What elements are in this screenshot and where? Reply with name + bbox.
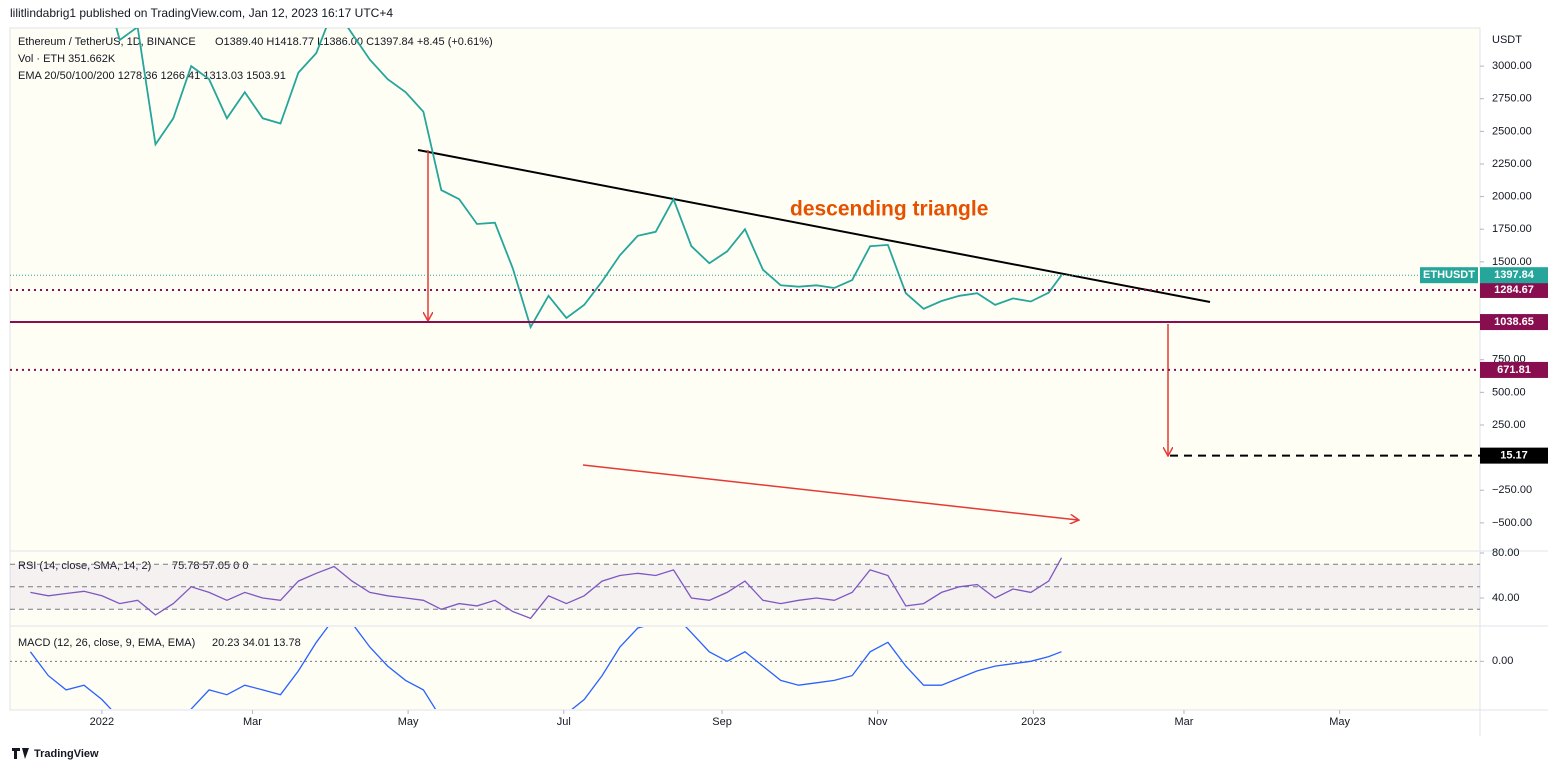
- x-tick-label: May: [398, 716, 419, 728]
- symbol-title: Ethereum / TetherUS, 1D, BINANCE: [18, 36, 196, 48]
- last-price-label: 1397.84: [1494, 269, 1535, 281]
- y-tick-label: 2750.00: [1492, 93, 1532, 105]
- price-badge-label: 1284.67: [1494, 284, 1534, 296]
- x-tick-label: Nov: [868, 716, 888, 728]
- macd-legend-values: 20.23 34.01 13.78: [212, 637, 301, 649]
- y-tick-label: 2500.00: [1492, 125, 1532, 137]
- pane: [115, 28, 1063, 330]
- x-tick-label: 2023: [1021, 716, 1045, 728]
- last-price-badge: [1480, 267, 1548, 284]
- x-tick-label: Sep: [712, 716, 732, 728]
- series-line: [29, 627, 1062, 709]
- price-badge: [1480, 447, 1548, 464]
- rsi-legend-values: 75.78 57.05 0 0: [172, 560, 248, 572]
- x-tick-label: 2022: [90, 716, 114, 728]
- y-tick-label: 500.00: [1492, 386, 1526, 398]
- x-tick-label: Mar: [1174, 716, 1193, 728]
- pane: [10, 627, 1480, 709]
- x-tick-label: May: [1329, 716, 1350, 728]
- y-tick-label: 2250.00: [1492, 158, 1532, 170]
- series-line: [115, 28, 1063, 330]
- price-badge-label: 1038.65: [1494, 316, 1534, 328]
- volume-trend-arrow: [582, 464, 1078, 520]
- brand-logo: [12, 748, 29, 759]
- rsi-legend-name: RSI (14, close, SMA, 14, 2): [18, 560, 151, 572]
- ohlc-legend: O1389.40 H1418.77 L1386.00 C1397.84 +8.4…: [215, 36, 493, 48]
- x-tick-label: Mar: [243, 716, 262, 728]
- macd-legend-name: MACD (12, 26, close, 9, EMA, EMA): [18, 637, 195, 649]
- y-tick-label: 40.00: [1492, 592, 1520, 604]
- volume-legend: Vol · ETH 351.662K: [18, 53, 116, 65]
- brand: TradingView: [34, 748, 99, 760]
- price-badge: [1480, 314, 1548, 331]
- pane: [10, 557, 1480, 620]
- y-tick-label: 250.00: [1492, 419, 1526, 431]
- annotation: descending triangle: [790, 198, 988, 221]
- y-tick-label: 1750.00: [1492, 223, 1532, 235]
- y-tick-label: 3000.00: [1492, 60, 1532, 72]
- symbol-badge: [1420, 267, 1478, 284]
- price-badge: [1480, 361, 1548, 378]
- trend-line: [417, 149, 1211, 303]
- y-tick-label: −500.00: [1492, 517, 1532, 529]
- currency-label: USDT: [1492, 34, 1522, 46]
- symbol-badge-label: ETHUSDT: [1423, 269, 1475, 281]
- y-tick-label: 2000.00: [1492, 191, 1532, 203]
- price-badge-label: 671.81: [1497, 364, 1531, 376]
- y-tick-label: 0.00: [1492, 655, 1513, 667]
- price-badge-label: 15.17: [1500, 450, 1528, 462]
- y-tick-label: 1500.00: [1492, 256, 1532, 268]
- ema-legend: EMA 20/50/100/200 1278.36 1266.41 1313.0…: [18, 70, 286, 82]
- x-tick-label: Jul: [557, 716, 571, 728]
- y-tick-label: 80.00: [1492, 547, 1520, 559]
- price-badge: [1480, 281, 1548, 298]
- publisher-line: lilitlindabrig1 published on TradingView…: [10, 6, 393, 20]
- series-line: [30, 557, 1063, 620]
- y-tick-label: −250.00: [1492, 484, 1532, 496]
